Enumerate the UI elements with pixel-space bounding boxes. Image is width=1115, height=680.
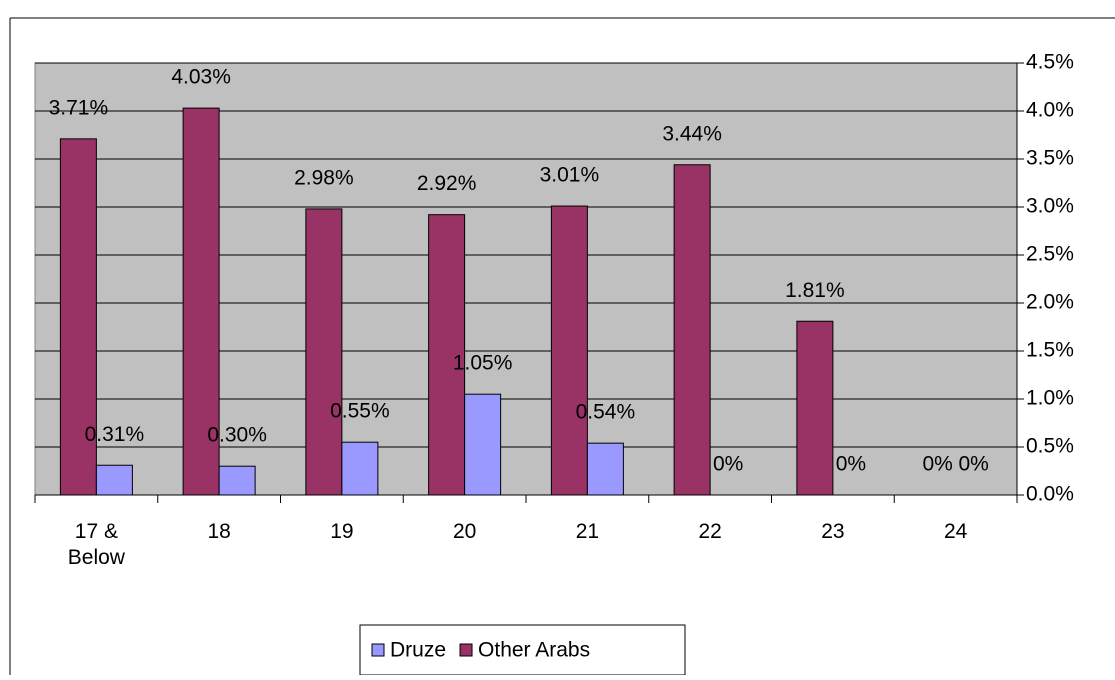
data-label: 4.03% <box>171 66 231 89</box>
legend-label: Druze <box>390 639 446 662</box>
bar <box>550 205 588 496</box>
data-label: 0% <box>958 453 988 476</box>
x-tick-label: 22 <box>698 520 722 543</box>
x-tick-label-box: 19 <box>330 520 354 543</box>
data-label: 0% <box>922 453 952 476</box>
bar <box>464 393 502 496</box>
x-tick-label: 18 <box>207 520 231 543</box>
y-tick-label: 4.5% <box>1026 51 1074 74</box>
data-label: 0% <box>713 453 743 476</box>
y-tick-label: 2.0% <box>1026 291 1074 314</box>
bar <box>218 465 256 496</box>
x-tick-label: 24 <box>943 520 968 543</box>
data-label: 0.54% <box>576 401 636 424</box>
data-label: 0.31% <box>85 423 145 446</box>
x-tick-label: 21 <box>575 520 600 543</box>
bar <box>586 442 624 496</box>
data-label: 0% <box>836 453 866 476</box>
x-tick-label: 23 <box>821 520 845 543</box>
data-label: 1.05% <box>453 352 513 375</box>
legend-swatch <box>371 643 385 657</box>
legend-swatch <box>459 643 473 657</box>
y-tick-label: 3.5% <box>1026 147 1074 170</box>
x-tick-label-box: 23 <box>821 520 845 543</box>
data-label: 0.55% <box>330 400 390 423</box>
x-tick-label-box: 18 <box>207 520 231 543</box>
y-tick-label: 0.0% <box>1026 483 1074 506</box>
y-tick-label: 0.5% <box>1026 435 1074 458</box>
y-tick-label: 1.0% <box>1026 387 1074 410</box>
data-label: 1.81% <box>785 279 845 302</box>
bar <box>59 138 97 496</box>
legend-box <box>359 624 686 676</box>
data-label: 0.30% <box>207 424 267 447</box>
data-label: 2.92% <box>417 172 477 195</box>
data-label: 3.44% <box>662 122 722 145</box>
bar <box>673 164 711 496</box>
bar <box>182 107 220 496</box>
bar <box>796 320 834 496</box>
data-label: 3.71% <box>49 96 109 119</box>
y-tick-label: 2.5% <box>1026 243 1074 266</box>
x-tick-label-box: 17 & Below <box>67 520 125 569</box>
bar <box>341 441 379 496</box>
x-tick-label-box: 21 <box>575 520 600 543</box>
x-tick-label-box: 22 <box>698 520 722 543</box>
x-tick-label-box: 20 <box>452 520 477 543</box>
x-tick-label: 19 <box>330 520 354 543</box>
bar <box>95 464 133 496</box>
bar <box>428 214 466 496</box>
y-tick-label: 3.0% <box>1026 195 1074 218</box>
data-label: 2.98% <box>294 166 354 189</box>
x-tick-label: 17 & Below <box>67 520 125 569</box>
y-tick-label: 4.0% <box>1026 99 1074 122</box>
plot-area <box>34 62 1018 496</box>
x-tick-label: 20 <box>452 520 477 543</box>
x-tick-label-box: 24 <box>943 520 968 543</box>
legend-label: Other Arabs <box>478 639 590 662</box>
bar <box>305 208 343 496</box>
y-tick-label: 1.5% <box>1026 339 1074 362</box>
data-label: 3.01% <box>540 164 600 187</box>
